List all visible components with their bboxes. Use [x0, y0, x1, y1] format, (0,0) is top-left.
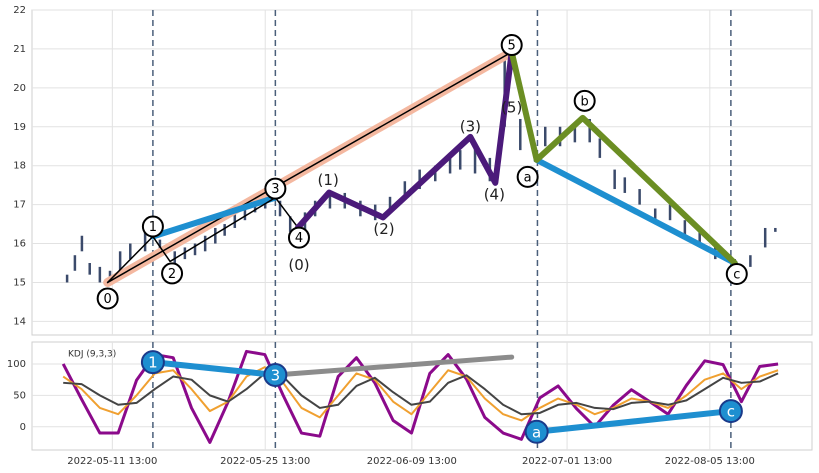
- y-tick-label: 20: [13, 83, 26, 94]
- subwave-label: (5): [501, 99, 522, 117]
- point-label: c: [727, 403, 735, 421]
- wave-label: 1: [149, 220, 157, 235]
- subwave-label: (0): [288, 256, 309, 274]
- point-label: 3: [271, 366, 281, 384]
- kdj-line: [63, 372, 779, 416]
- y-tick-label: 50: [13, 390, 26, 401]
- y-tick-label: 22: [13, 5, 26, 16]
- wave-line: [106, 196, 299, 284]
- wave-marker: [141, 215, 164, 238]
- subwave-label: (4): [484, 185, 505, 203]
- x-tick-label: 2022-06-09 13:00: [367, 456, 457, 467]
- wave-line: [508, 49, 738, 266]
- wave-marker: [573, 89, 596, 112]
- point-marker: [524, 419, 549, 444]
- wave-line: [294, 49, 515, 231]
- point-label: a: [532, 423, 541, 441]
- wave-marker: [96, 287, 119, 310]
- y-tick-label: 16: [13, 239, 26, 250]
- point-marker: [263, 362, 288, 387]
- subwave-label: (1): [318, 171, 339, 189]
- y-tick-label: 100: [7, 359, 26, 370]
- y-tick-label: 18: [13, 161, 26, 172]
- wave-label: b: [581, 94, 589, 109]
- y-tick-label: 14: [13, 316, 26, 327]
- y-tick-label: 21: [13, 44, 26, 55]
- x-tick-label: 2022-08-05 13:00: [665, 456, 755, 467]
- wave-label: 0: [104, 292, 112, 307]
- y-tick-label: 19: [13, 122, 26, 133]
- y-tick-label: 0: [20, 422, 26, 433]
- wave-label: a: [524, 170, 532, 185]
- wave-marker: [500, 34, 523, 57]
- wave-label: 3: [271, 182, 279, 197]
- wave-label: 4: [295, 231, 303, 246]
- wave-label: 2: [168, 267, 176, 282]
- x-tick-label: 2022-07-01 13:00: [522, 456, 612, 467]
- subwave-label: (2): [373, 220, 394, 238]
- wave-marker: [287, 226, 310, 249]
- x-tick-label: 2022-05-11 13:00: [67, 456, 157, 467]
- plot-area: [31, 9, 813, 336]
- wave-line: [272, 354, 515, 378]
- wave-label: 5: [508, 39, 516, 54]
- y-tick-label: 17: [13, 200, 26, 211]
- point-marker: [140, 350, 165, 375]
- subwave-label: (3): [460, 117, 481, 135]
- point-marker: [718, 399, 743, 424]
- panel-title: KDJ (9,3,3): [68, 350, 116, 360]
- wave-line: [149, 359, 279, 378]
- wave-line: [533, 156, 738, 266]
- wave-marker: [264, 177, 287, 200]
- y-tick-label: 15: [13, 277, 26, 288]
- wave-label: c: [733, 267, 740, 282]
- x-tick-label: 2022-05-25 13:00: [220, 456, 310, 467]
- wave-marker: [516, 165, 539, 188]
- wave-marker: [161, 262, 184, 285]
- wave-line: [533, 408, 734, 435]
- point-label: 1: [148, 354, 158, 372]
- wave-marker: [725, 262, 748, 285]
- wave-line: [149, 194, 279, 240]
- wave-line: [106, 51, 513, 284]
